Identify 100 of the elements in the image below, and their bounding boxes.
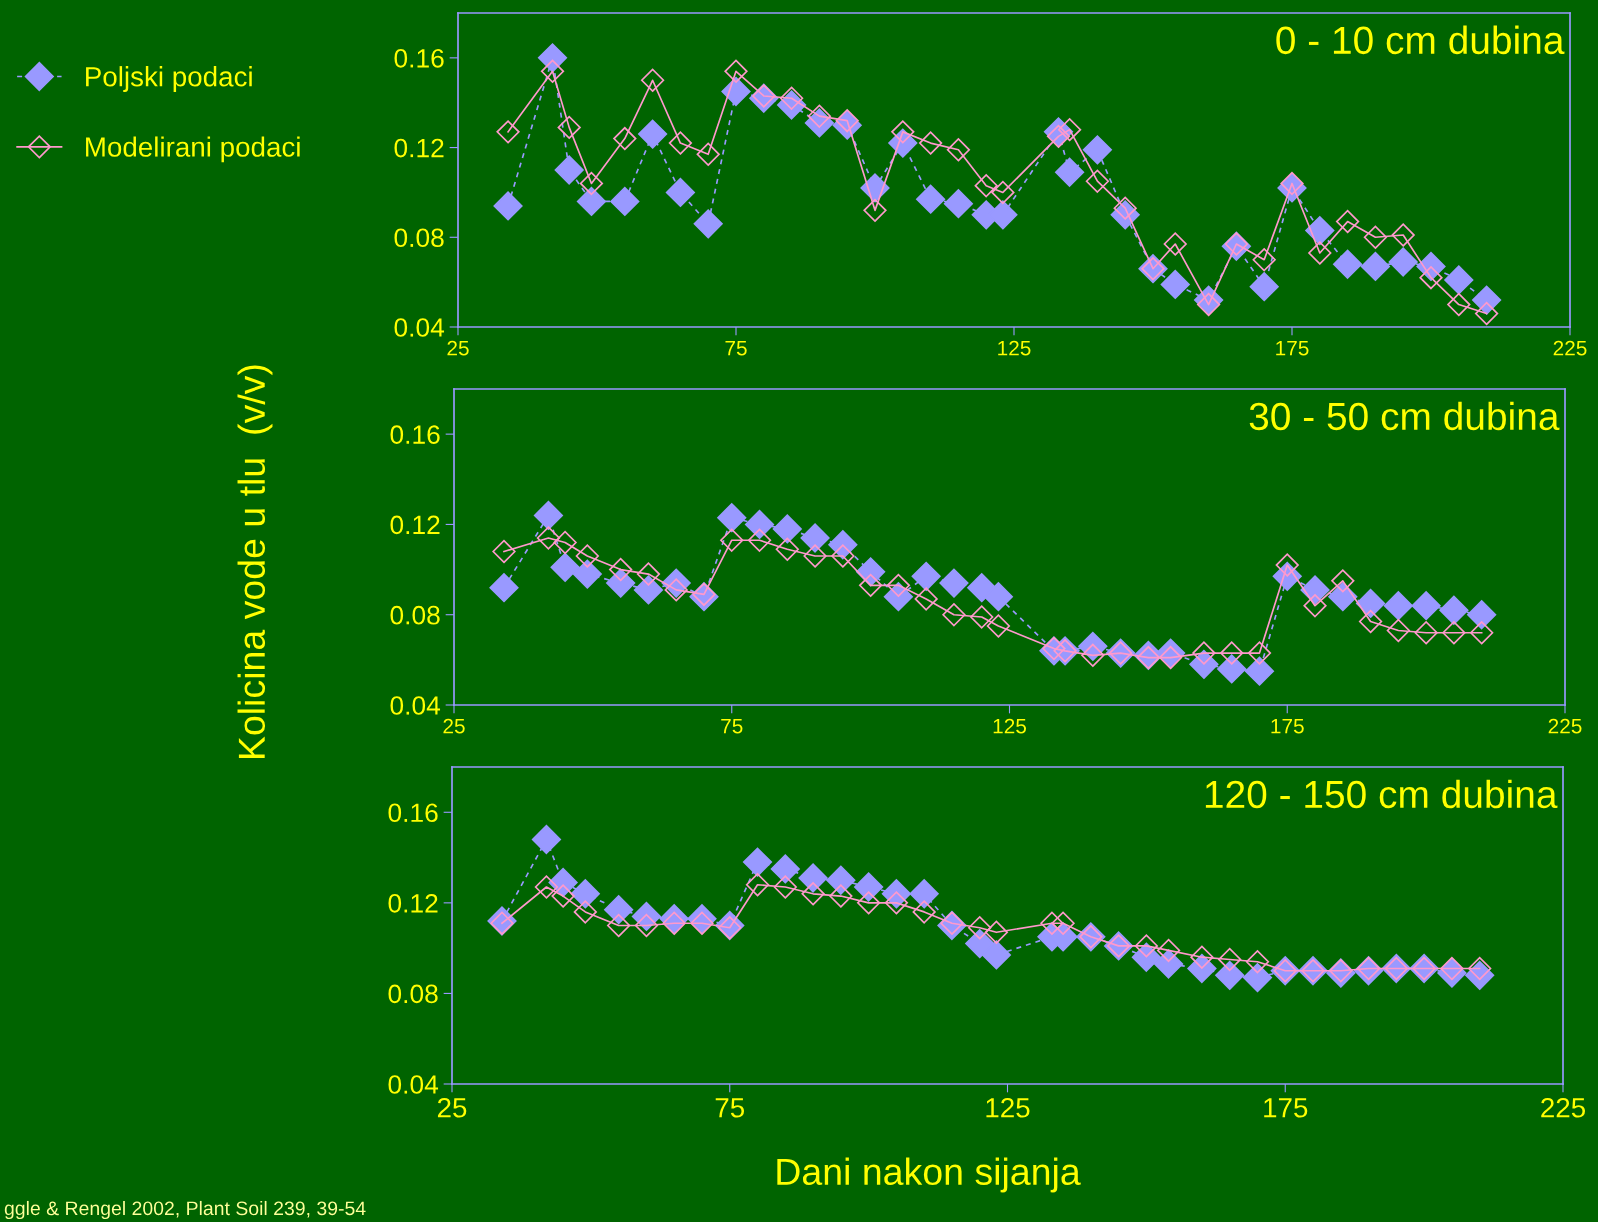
point xyxy=(1414,621,1438,645)
point xyxy=(1055,157,1085,187)
point xyxy=(1470,621,1494,645)
x-tick-label: 125 xyxy=(998,340,1031,356)
point xyxy=(1082,135,1112,165)
point xyxy=(773,875,797,899)
x-tick-label: 75 xyxy=(721,718,743,734)
point xyxy=(1442,621,1466,645)
x-tick-label: 75 xyxy=(715,1098,745,1118)
point xyxy=(1051,911,1075,935)
point xyxy=(1333,249,1363,279)
point xyxy=(1154,949,1184,979)
point xyxy=(1411,591,1441,621)
point xyxy=(1474,301,1499,326)
point xyxy=(540,59,565,83)
y-tick-label: 0.16 xyxy=(390,425,440,444)
point xyxy=(573,900,597,924)
point xyxy=(606,568,636,598)
point xyxy=(610,186,640,216)
y-tick-label: 0.16 xyxy=(394,48,444,68)
point xyxy=(911,561,941,591)
x-tick-label: 125 xyxy=(986,1097,1030,1118)
point xyxy=(640,68,665,92)
point xyxy=(747,528,772,552)
point xyxy=(946,138,971,162)
y-tick-label: 0.12 xyxy=(388,893,438,913)
point xyxy=(724,59,748,83)
point xyxy=(489,573,519,603)
point xyxy=(1245,950,1270,974)
point xyxy=(550,552,580,582)
point xyxy=(1217,654,1247,684)
point xyxy=(943,189,973,219)
point xyxy=(1163,232,1187,256)
point xyxy=(553,530,577,555)
point xyxy=(570,879,600,909)
point xyxy=(981,940,1011,970)
point xyxy=(633,575,664,605)
point xyxy=(1355,588,1386,619)
point xyxy=(1391,223,1415,247)
point xyxy=(1220,641,1244,665)
point xyxy=(916,184,946,214)
point xyxy=(721,76,751,107)
point xyxy=(1360,251,1390,282)
point xyxy=(609,557,633,582)
point xyxy=(775,537,799,561)
point xyxy=(1249,272,1279,302)
point xyxy=(1085,169,1110,193)
y-tick-label: 0.12 xyxy=(390,515,440,535)
point xyxy=(803,544,827,568)
x-tick-label: 175 xyxy=(1276,340,1309,356)
y-tick-label: 0.16 xyxy=(388,803,438,823)
point xyxy=(1215,960,1245,990)
point xyxy=(604,895,634,925)
x-tick-label: 225 xyxy=(1553,340,1587,356)
point xyxy=(1467,600,1497,630)
point xyxy=(967,573,997,603)
point xyxy=(742,847,773,877)
point xyxy=(914,587,938,611)
point xyxy=(1244,656,1275,686)
point xyxy=(1439,595,1469,625)
point xyxy=(970,605,994,629)
point xyxy=(557,115,581,140)
point xyxy=(942,603,966,627)
point xyxy=(720,528,744,552)
point xyxy=(696,142,720,166)
point xyxy=(1335,209,1360,234)
point xyxy=(576,186,607,216)
point xyxy=(939,568,969,598)
x-tick-label: 25 xyxy=(443,718,465,734)
point xyxy=(1156,938,1181,963)
chart-title: 0 - 10 cm dubina xyxy=(1276,25,1565,55)
y-axis-title: Kolicina vode u tlu (v/v) xyxy=(237,365,273,759)
point xyxy=(909,879,939,909)
y-tick-label: 0.08 xyxy=(390,605,440,625)
point xyxy=(800,523,830,553)
point xyxy=(856,891,881,915)
point xyxy=(744,509,775,540)
point xyxy=(1386,618,1410,643)
x-tick-label: 225 xyxy=(1541,1097,1586,1118)
point xyxy=(693,209,723,239)
point xyxy=(1040,911,1064,935)
point xyxy=(991,180,1015,205)
point xyxy=(1388,247,1418,277)
point xyxy=(826,865,856,895)
legend-label: Poljski podaci xyxy=(86,66,252,93)
point xyxy=(745,873,770,897)
x-tick-label: 175 xyxy=(1264,1098,1308,1118)
point xyxy=(918,131,943,155)
point xyxy=(829,884,853,908)
point xyxy=(607,913,631,938)
point xyxy=(1444,265,1474,295)
point xyxy=(613,126,637,151)
point xyxy=(1160,269,1190,299)
x-tick-label: 25 xyxy=(447,340,469,356)
x-tick-label: 125 xyxy=(993,718,1027,734)
point xyxy=(858,573,883,598)
y-tick-label: 0.12 xyxy=(394,138,444,158)
text: ggle & Rengel 2002, Plant Soil 239, 39-54 xyxy=(4,1200,366,1220)
chart-title: 30 - 50 cm dubina xyxy=(1249,401,1560,431)
point xyxy=(638,119,668,149)
